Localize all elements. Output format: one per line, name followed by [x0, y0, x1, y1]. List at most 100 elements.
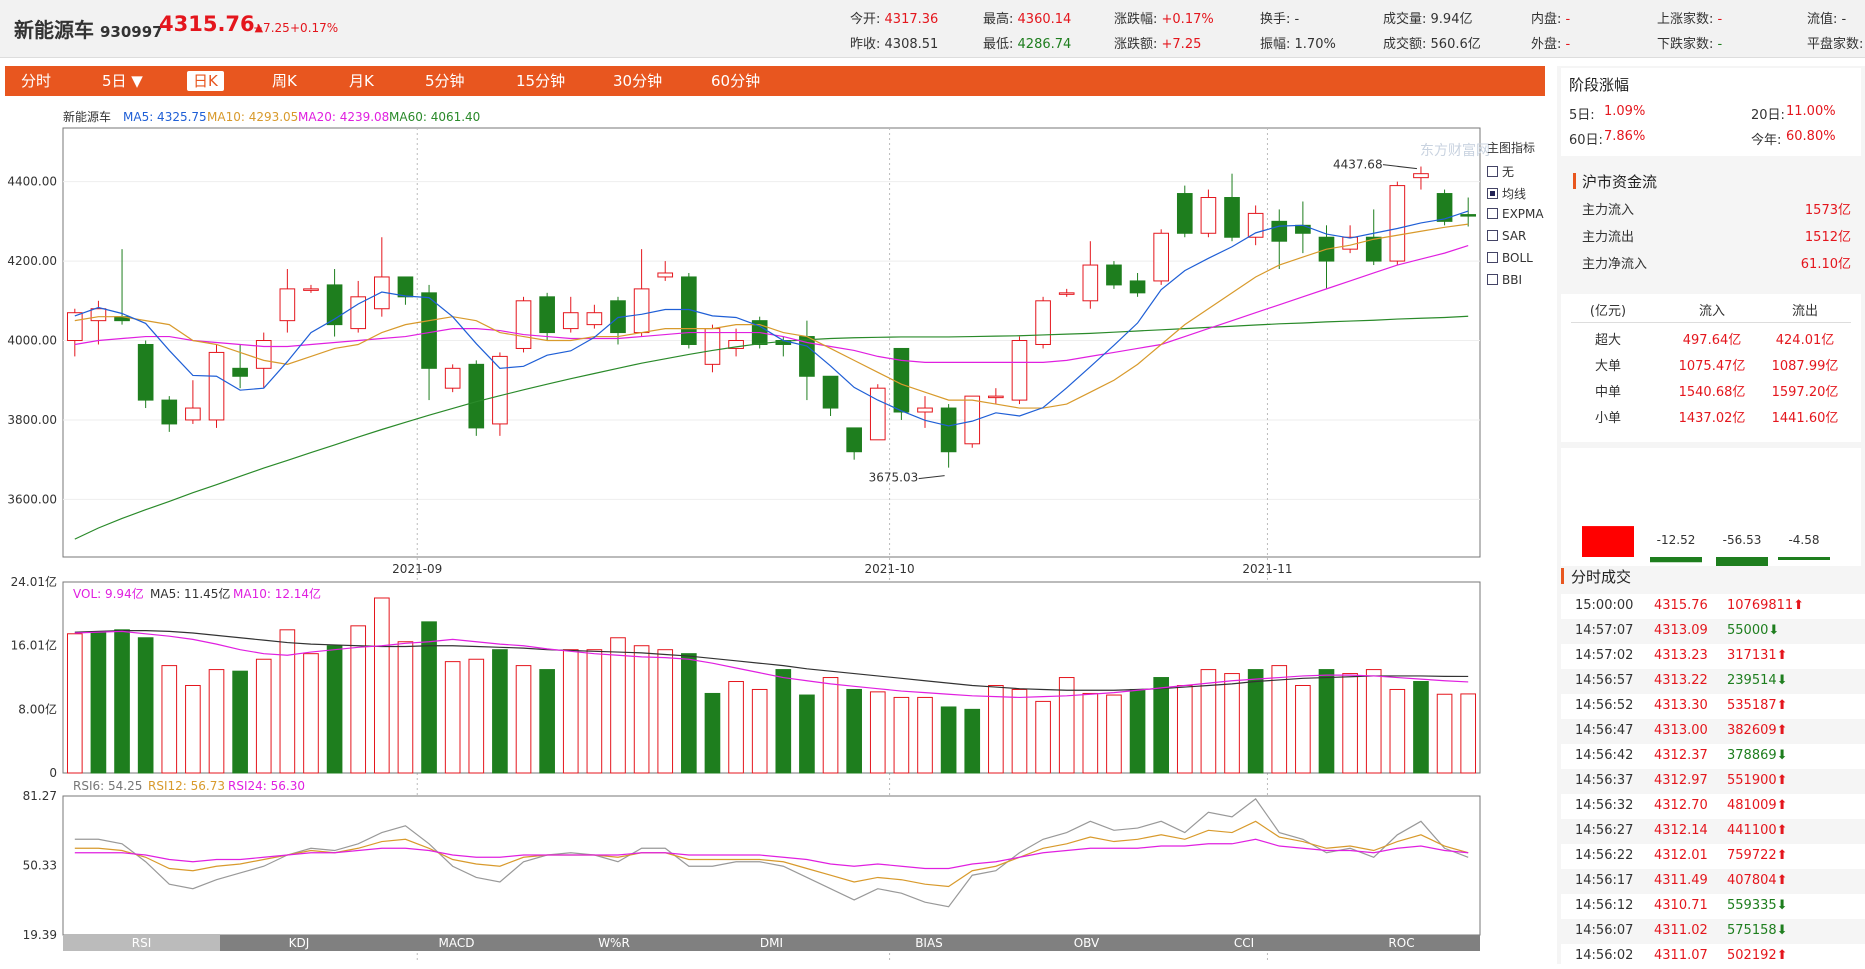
vol-bar	[1271, 665, 1288, 774]
candle-body	[1365, 236, 1382, 262]
tab-8[interactable]: 60分钟	[711, 72, 761, 90]
candle	[492, 352, 508, 436]
tab-0[interactable]: 分时	[21, 72, 52, 90]
candle-body	[1176, 193, 1193, 234]
subtab-bias[interactable]: BIAS	[915, 936, 943, 950]
subtab-roc[interactable]: ROC	[1388, 936, 1415, 950]
tab-6[interactable]: 15分钟	[516, 72, 566, 90]
candle-body	[326, 284, 343, 326]
tick-price: 4313.00	[1654, 723, 1708, 738]
tick-price: 4312.37	[1654, 748, 1708, 763]
candle-body	[822, 375, 839, 409]
vol-bar	[114, 629, 130, 774]
tab-3[interactable]: 周K	[272, 72, 297, 90]
indicator-option-4[interactable]: BOLL	[1487, 251, 1533, 265]
subtab-cci[interactable]: CCI	[1233, 936, 1255, 950]
indicator-option-3[interactable]: SAR	[1487, 229, 1526, 243]
vol-bar	[1153, 677, 1169, 774]
subtab-macd[interactable]: MACD	[438, 936, 475, 950]
rsi6-legend: RSI6: 54.25	[73, 779, 142, 793]
stat-value: -	[1837, 12, 1847, 27]
checkbox-icon[interactable]	[1487, 208, 1498, 219]
candle	[1082, 241, 1099, 309]
chart-area: 3600.00 3800.00 4000.00 4200.00 4400.00 2021-…	[7, 109, 1490, 963]
vol-bar	[66, 633, 83, 774]
indicator-subtabs: RSI KDJ MACD W%R DMI BIAS OBV CCI ROC	[63, 935, 1480, 951]
tab-1[interactable]: 5日 ▼	[102, 72, 143, 90]
subtab-rsi[interactable]: RSI	[63, 935, 220, 951]
vol-legend-ma5: MA5: 11.45亿	[150, 586, 230, 601]
tab-5[interactable]: 5分钟	[425, 72, 465, 90]
indicator-option-2[interactable]: EXPMA	[1487, 207, 1544, 221]
kline-xtick: 2021-11	[1242, 562, 1292, 576]
candle-body	[539, 296, 555, 334]
stage-value: 1.09%	[1604, 104, 1646, 119]
rsi-ytick: 81.27	[23, 789, 57, 803]
vol-ytick: 8.00亿	[18, 701, 57, 716]
tab-7[interactable]: 30分钟	[613, 72, 663, 90]
kline-xtick: 2021-09	[392, 562, 442, 576]
vol-bar	[1436, 693, 1453, 774]
subtab-w%r[interactable]: W%R	[598, 936, 630, 950]
table-cell: 超大	[1594, 333, 1621, 348]
vol-bar	[185, 684, 201, 774]
tick-price: 4312.97	[1654, 773, 1708, 788]
candle-body	[681, 276, 697, 345]
tick-volume: 378869⬇	[1727, 748, 1788, 763]
indicator-option-1[interactable]: 均线	[1487, 185, 1526, 202]
candle	[633, 249, 650, 337]
checkbox-icon[interactable]	[1487, 188, 1498, 199]
table-cell: 1597.20亿	[1771, 385, 1839, 400]
vol-bar	[1035, 700, 1051, 774]
checkbox-icon[interactable]	[1487, 166, 1498, 177]
ticks-title: 分时成交	[1571, 568, 1632, 586]
tab-2[interactable]: 日K	[187, 71, 224, 91]
indicator-option-5[interactable]: BBI	[1487, 273, 1522, 287]
vol-bar	[822, 677, 839, 774]
vol-bar	[586, 649, 603, 774]
table-cell: 1075.47亿	[1678, 359, 1746, 374]
checkbox-icon[interactable]	[1487, 230, 1498, 241]
stat-value: 4308.51	[880, 37, 939, 52]
stat-label: 外盘:	[1531, 37, 1562, 52]
stage-label: 今年:	[1751, 133, 1782, 148]
subtab-obv[interactable]: OBV	[1073, 936, 1100, 950]
indicator-option-label: SAR	[1502, 229, 1527, 243]
stat-value: -	[1713, 37, 1723, 52]
net-bar	[1650, 557, 1702, 563]
rsi6-line	[74, 797, 1469, 908]
vol-bar	[397, 641, 414, 774]
table-cell: 1087.99亿	[1771, 359, 1839, 374]
high-arrow	[1382, 164, 1418, 170]
candle-body	[1082, 264, 1099, 302]
tick-price: 4313.30	[1654, 698, 1708, 713]
stat-value: -	[1561, 12, 1571, 27]
subtab-kdj[interactable]: KDJ	[288, 936, 310, 950]
candle	[1011, 336, 1028, 405]
ma10-line	[74, 223, 1469, 409]
candle	[1176, 185, 1193, 238]
vol-bar	[1295, 684, 1311, 774]
candle	[562, 296, 579, 333]
candle	[421, 284, 437, 401]
checkbox-icon[interactable]	[1487, 252, 1498, 263]
stat-5-2: 成交额: 560.6亿	[1383, 33, 1481, 52]
checkbox-icon[interactable]	[1487, 274, 1498, 285]
subtab-dmi[interactable]: DMI	[759, 936, 784, 950]
indicator-option-0[interactable]: 无	[1487, 163, 1514, 180]
stat-1-2: 昨收: 4308.51	[850, 33, 938, 52]
vol-bar	[303, 653, 319, 774]
indicator-option-label: 均线	[1502, 187, 1527, 201]
stat-label: 下跌家数:	[1657, 37, 1714, 52]
tick-time: 14:56:12	[1575, 898, 1634, 913]
vol-bar	[1106, 694, 1122, 774]
vol-bar	[1129, 688, 1146, 774]
vol-bar	[161, 665, 178, 774]
candle	[208, 344, 225, 428]
vol-ytick: 24.01亿	[11, 574, 57, 589]
vol-bar	[468, 658, 485, 774]
stat-label: 最高:	[983, 12, 1014, 27]
stat-value: -	[1713, 12, 1723, 27]
candle-body	[1389, 185, 1406, 262]
tab-4[interactable]: 月K	[349, 72, 374, 90]
